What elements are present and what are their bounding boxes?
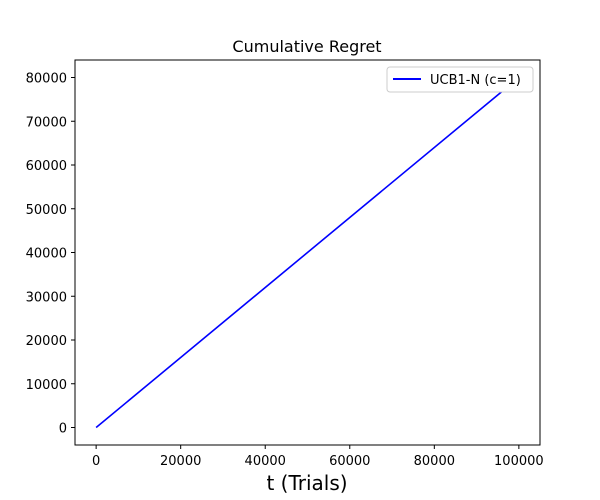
x-tick-label: 80000 <box>414 454 455 469</box>
x-tick-label: 100000 <box>494 454 544 469</box>
chart-title: Cumulative Regret <box>232 37 381 56</box>
x-tick-label: 0 <box>92 454 100 469</box>
x-tick-label: 60000 <box>329 454 370 469</box>
y-tick-label: 20000 <box>26 334 67 349</box>
y-tick-label: 70000 <box>26 115 67 130</box>
y-tick-label: 0 <box>59 422 67 437</box>
series-line <box>95 76 520 429</box>
y-tick-label: 10000 <box>26 378 67 393</box>
y-tick-label: 80000 <box>26 72 67 87</box>
y-tick-label: 40000 <box>26 247 67 262</box>
y-tick-label: 60000 <box>26 159 67 174</box>
plot-area-frame <box>74 59 541 446</box>
x-tick-label: 20000 <box>160 454 201 469</box>
x-tick-label: 40000 <box>245 454 286 469</box>
series-layer <box>95 76 520 429</box>
axis-ticks: 0 20000 40000 60000 80000 100000 0 10000 20000 30… <box>26 72 544 470</box>
x-axis-label: t (Trials) <box>266 471 347 495</box>
y-tick-label: 50000 <box>26 203 67 218</box>
legend-box <box>386 66 534 93</box>
legend-series-label: UCB1-N (c=1) <box>430 73 521 88</box>
y-tick-label: 30000 <box>26 290 67 305</box>
legend: UCB1-N (c=1) <box>386 66 534 93</box>
